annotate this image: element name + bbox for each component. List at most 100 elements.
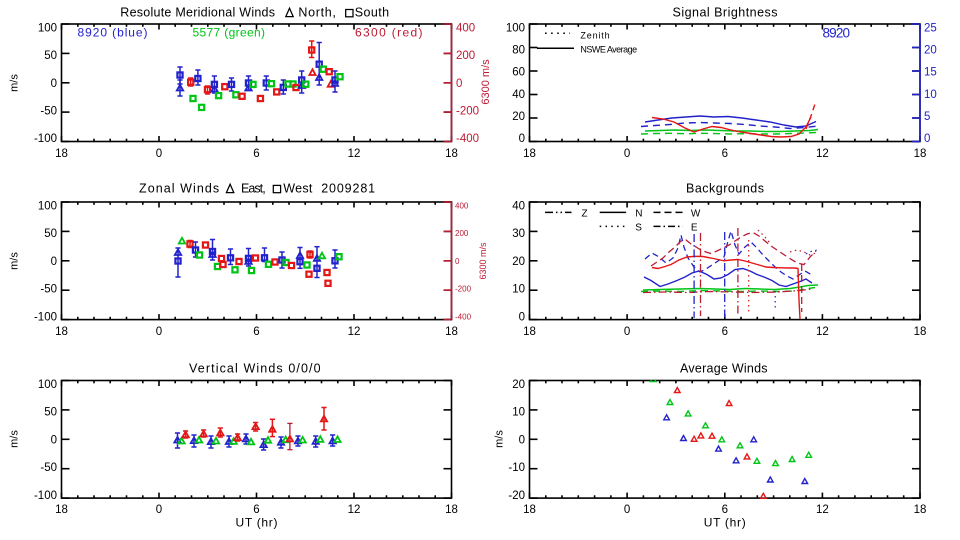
svg-text:0: 0 <box>624 326 630 338</box>
svg-text:40: 40 <box>512 200 525 212</box>
svg-text:0: 0 <box>624 504 630 516</box>
svg-text:50: 50 <box>44 228 57 240</box>
svg-text:Vertical Winds 0/0/0: Vertical Winds 0/0/0 <box>189 362 321 376</box>
svg-text:-100: -100 <box>34 133 57 145</box>
svg-text:UT (hr): UT (hr) <box>704 516 746 530</box>
svg-text:25: 25 <box>924 22 937 34</box>
svg-text:East,: East, <box>241 182 266 196</box>
svg-text:0: 0 <box>456 78 462 90</box>
svg-text:12: 12 <box>348 326 361 338</box>
svg-text:5: 5 <box>924 111 930 123</box>
svg-text:100: 100 <box>38 22 57 34</box>
svg-text:6300 (red): 6300 (red) <box>355 26 423 40</box>
svg-text:18: 18 <box>914 504 927 516</box>
svg-text:UT (hr): UT (hr) <box>236 516 278 530</box>
svg-text:18: 18 <box>55 326 68 338</box>
svg-text:0: 0 <box>51 78 57 90</box>
svg-text:6: 6 <box>722 504 728 516</box>
svg-text:40: 40 <box>512 89 525 101</box>
svg-text:0: 0 <box>156 504 162 516</box>
svg-text:6: 6 <box>253 326 259 338</box>
svg-text:South: South <box>355 5 389 19</box>
svg-text:18: 18 <box>445 326 458 338</box>
svg-text:E: E <box>691 223 698 234</box>
svg-text:12: 12 <box>348 148 361 160</box>
svg-text:West: West <box>283 182 313 196</box>
svg-text:m/s: m/s <box>9 74 21 92</box>
svg-text:Z: Z <box>582 209 588 220</box>
svg-text:20: 20 <box>924 45 937 57</box>
svg-text:Average Winds: Average Winds <box>680 362 768 376</box>
svg-text:Zonal Winds: Zonal Winds <box>139 182 219 196</box>
svg-text:10: 10 <box>924 89 937 101</box>
svg-text:-200: -200 <box>455 285 472 294</box>
svg-text:200: 200 <box>455 229 469 238</box>
svg-text:18: 18 <box>914 326 927 338</box>
svg-text:50: 50 <box>44 50 57 62</box>
svg-text:m/s: m/s <box>494 430 506 448</box>
svg-text:Signal Brightness: Signal Brightness <box>673 5 778 19</box>
svg-text:North,: North, <box>298 5 336 19</box>
svg-text:-50: -50 <box>40 106 57 118</box>
svg-text:100: 100 <box>38 200 57 212</box>
svg-text:m/s: m/s <box>9 430 21 448</box>
svg-text:20: 20 <box>512 379 525 391</box>
svg-text:-100: -100 <box>34 490 57 502</box>
svg-text:400: 400 <box>455 201 469 210</box>
svg-text:N: N <box>635 209 642 220</box>
svg-text:-50: -50 <box>40 284 57 296</box>
svg-text:12: 12 <box>816 326 829 338</box>
svg-text:6300 m/s: 6300 m/s <box>478 242 488 280</box>
svg-text:20: 20 <box>512 256 525 268</box>
svg-text:0: 0 <box>519 311 525 323</box>
svg-text:18: 18 <box>445 504 458 516</box>
svg-text:12: 12 <box>816 148 829 160</box>
svg-text:0: 0 <box>519 133 525 145</box>
svg-text:m/s: m/s <box>9 252 21 270</box>
svg-text:6: 6 <box>253 504 259 516</box>
svg-text:Backgrounds: Backgrounds <box>686 182 764 196</box>
svg-text:6: 6 <box>722 326 728 338</box>
svg-text:0: 0 <box>624 148 630 160</box>
svg-text:0: 0 <box>51 256 57 268</box>
svg-text:2009281: 2009281 <box>321 182 375 196</box>
svg-text:NSWE Average: NSWE Average <box>580 45 637 55</box>
svg-text:30: 30 <box>512 228 525 240</box>
svg-text:Resolute Meridional Winds: Resolute Meridional Winds <box>120 5 275 19</box>
svg-text:W: W <box>691 209 701 220</box>
svg-text:18: 18 <box>914 148 927 160</box>
svg-text:-100: -100 <box>34 311 57 323</box>
svg-text:50: 50 <box>44 407 57 419</box>
svg-text:-50: -50 <box>40 462 57 474</box>
svg-text:60: 60 <box>512 67 525 79</box>
svg-text:10: 10 <box>512 407 525 419</box>
svg-text:6: 6 <box>253 148 259 160</box>
svg-text:15: 15 <box>924 67 937 79</box>
svg-text:0: 0 <box>519 434 525 446</box>
svg-text:18: 18 <box>523 326 536 338</box>
svg-text:-10: -10 <box>508 462 525 474</box>
svg-text:0: 0 <box>455 257 460 266</box>
svg-text:18: 18 <box>445 148 458 160</box>
svg-text:20: 20 <box>512 111 525 123</box>
svg-text:18: 18 <box>55 504 68 516</box>
svg-text:8920 (blue): 8920 (blue) <box>78 26 148 40</box>
svg-text:100: 100 <box>38 379 57 391</box>
svg-text:12: 12 <box>816 504 829 516</box>
svg-text:0: 0 <box>156 326 162 338</box>
svg-text:200: 200 <box>456 50 475 62</box>
svg-text:400: 400 <box>456 22 475 34</box>
svg-text:12: 12 <box>348 504 361 516</box>
svg-text:6300 m/s: 6300 m/s <box>480 59 492 105</box>
svg-text:0: 0 <box>156 148 162 160</box>
svg-text:-200: -200 <box>456 106 479 118</box>
svg-text:8920: 8920 <box>823 26 851 41</box>
svg-text:18: 18 <box>523 148 536 160</box>
svg-text:Zenith: Zenith <box>580 30 609 40</box>
svg-text:10: 10 <box>512 284 525 296</box>
svg-text:100: 100 <box>506 22 525 34</box>
svg-text:18: 18 <box>55 148 68 160</box>
svg-text:-400: -400 <box>455 312 472 321</box>
svg-text:0: 0 <box>51 434 57 446</box>
svg-text:0: 0 <box>924 133 930 145</box>
